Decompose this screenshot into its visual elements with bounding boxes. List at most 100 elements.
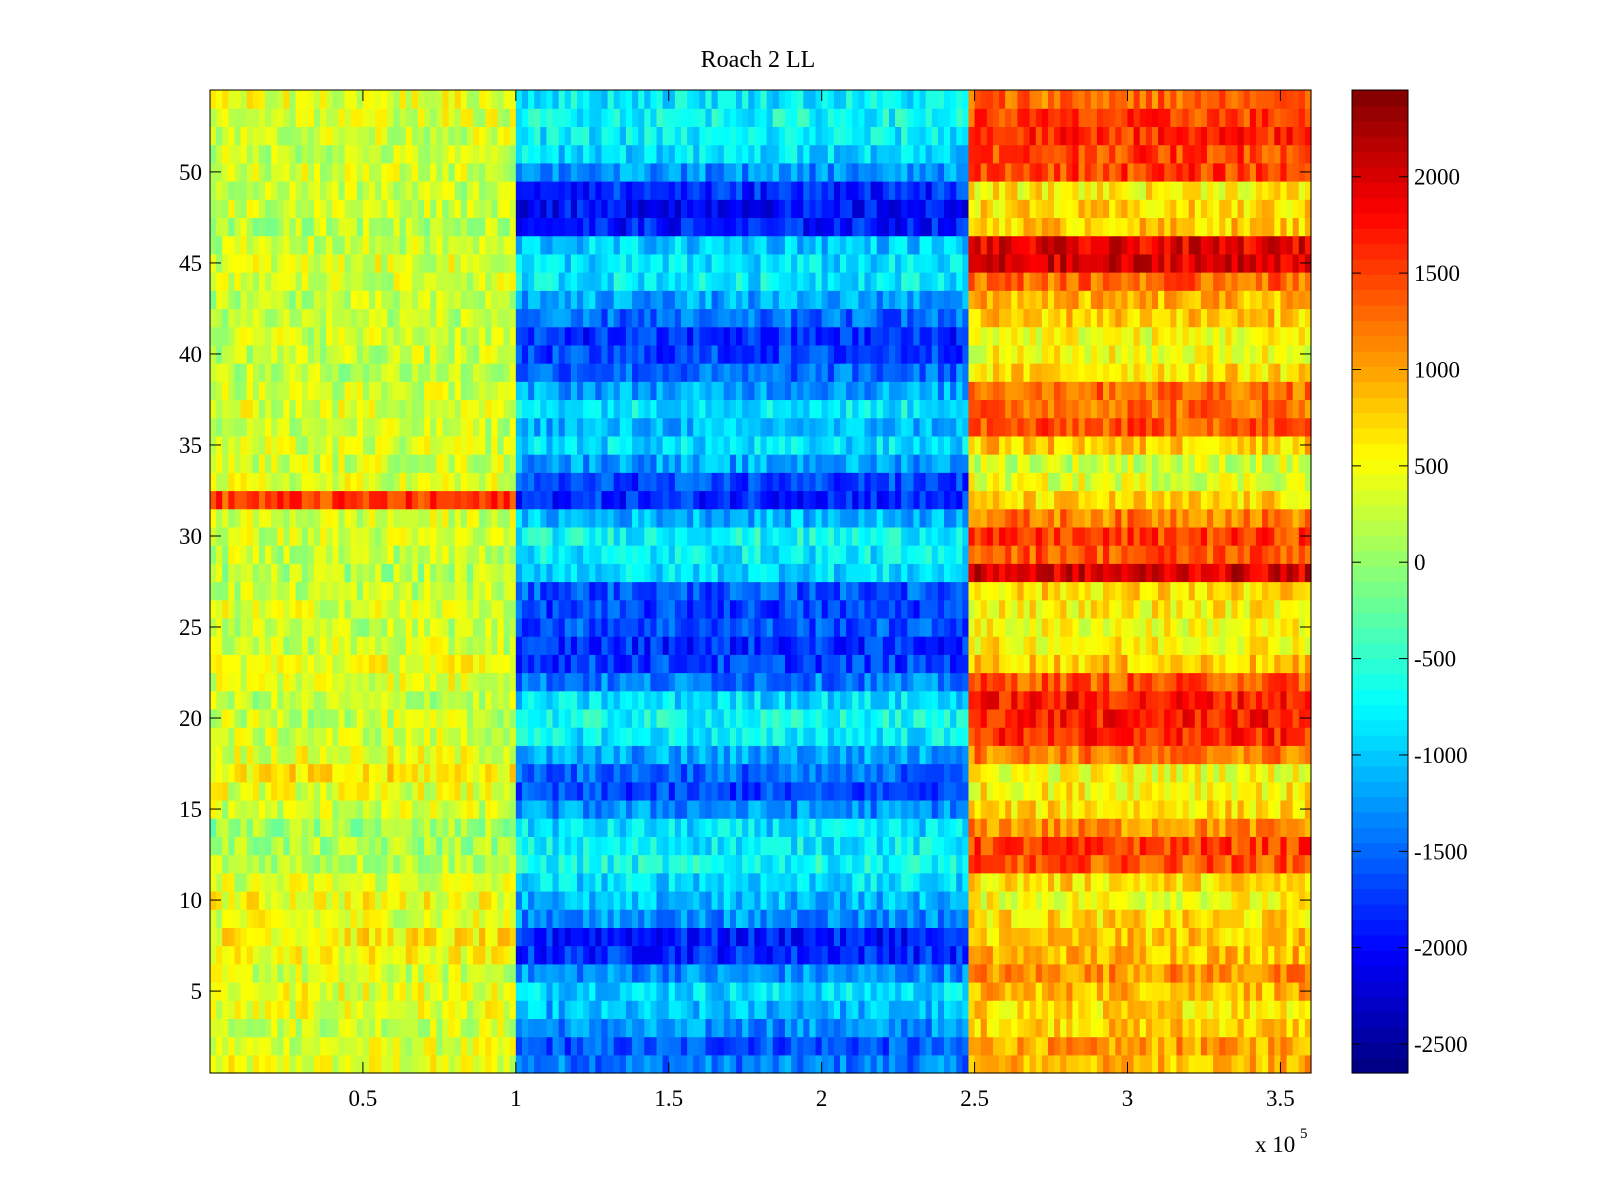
heatmap-row-26: [210, 599, 1312, 619]
heatmap-cell: [809, 690, 817, 710]
heatmap-cell: [1188, 963, 1196, 983]
heatmap-cell: [375, 854, 382, 874]
heatmap-cell: [1231, 909, 1239, 928]
heatmap-cell: [326, 890, 333, 910]
heatmap-cell: [1047, 909, 1055, 928]
heatmap-cell: [815, 872, 823, 892]
heatmap-cell: [705, 763, 713, 783]
heatmap-cell: [1084, 763, 1092, 783]
heatmap-cell: [222, 636, 229, 655]
heatmap-cell: [766, 599, 774, 619]
heatmap-cell: [301, 963, 309, 983]
heatmap-cell: [858, 1000, 866, 1019]
heatmap-cell: [956, 1018, 963, 1038]
heatmap-cell: [968, 890, 976, 910]
heatmap-cell: [956, 963, 963, 983]
heatmap-cell: [295, 854, 303, 874]
heatmap-cell: [411, 1036, 419, 1056]
heatmap-cell: [436, 672, 444, 692]
heatmap-cell: [791, 636, 798, 655]
heatmap-cell: [711, 636, 719, 655]
heatmap-cell: [595, 927, 603, 947]
heatmap-cell: [1066, 799, 1074, 819]
heatmap-cell: [332, 890, 340, 910]
heatmap-row-24: [210, 636, 1312, 655]
heatmap-cell: [613, 854, 621, 874]
heatmap-cell: [864, 836, 872, 856]
heatmap-cell: [919, 963, 927, 983]
heatmap-cell: [277, 599, 284, 619]
heatmap-cell: [784, 617, 792, 637]
heatmap-cell: [228, 945, 236, 965]
heatmap-cell: [736, 563, 743, 583]
heatmap-cell: [705, 727, 713, 746]
heatmap-cell: [760, 708, 768, 728]
heatmap-cell: [638, 581, 645, 601]
heatmap-cell: [1255, 836, 1263, 856]
heatmap-cell: [723, 818, 731, 837]
heatmap-cell: [1188, 854, 1196, 874]
heatmap-cell: [846, 654, 853, 674]
heatmap-cell: [736, 599, 743, 619]
heatmap-cell: [778, 909, 786, 928]
heatmap-cell: [1213, 654, 1220, 674]
heatmap-cell: [252, 1018, 260, 1038]
heatmap-cell: [521, 599, 529, 619]
heatmap-cell: [772, 890, 780, 910]
heatmap-cell: [791, 563, 798, 583]
heatmap-cell: [650, 909, 658, 928]
heatmap-cell: [424, 1000, 431, 1019]
heatmap-cell: [375, 836, 382, 856]
heatmap-cell: [766, 727, 774, 746]
heatmap-cell: [852, 708, 859, 728]
heatmap-cell: [1151, 818, 1159, 837]
heatmap-cell: [1121, 727, 1129, 746]
heatmap-cell: [350, 1054, 358, 1074]
heatmap-cell: [1041, 854, 1049, 874]
heatmap-cell: [362, 909, 370, 928]
heatmap-cell: [803, 1054, 811, 1074]
heatmap-cell: [888, 581, 896, 601]
heatmap-cell: [405, 890, 413, 910]
heatmap-cell: [729, 763, 737, 783]
heatmap-cell: [1121, 599, 1129, 619]
heatmap-cell: [1200, 690, 1208, 710]
heatmap-cell: [772, 1000, 780, 1019]
heatmap-cell: [338, 654, 346, 674]
heatmap-cell: [680, 727, 688, 746]
heatmap-cell: [216, 1036, 223, 1056]
heatmap-cell: [999, 836, 1006, 856]
heatmap-cell: [674, 763, 682, 783]
heatmap-cell: [1060, 945, 1067, 965]
heatmap-cell: [729, 581, 737, 601]
heatmap-cell: [301, 581, 309, 601]
heatmap-cell: [833, 672, 841, 692]
heatmap-cell: [265, 981, 272, 1001]
heatmap-cell: [1023, 763, 1031, 783]
heatmap-cell: [583, 927, 590, 947]
heatmap-cell: [564, 708, 572, 728]
heatmap-cell: [827, 781, 835, 801]
heatmap-cell: [1145, 672, 1153, 692]
heatmap-cell: [907, 781, 915, 801]
heatmap-cell: [992, 963, 1000, 983]
heatmap-cell: [1176, 981, 1184, 1001]
heatmap-cell: [503, 909, 511, 928]
heatmap-cell: [1200, 981, 1208, 1001]
heatmap-cell: [1084, 818, 1092, 837]
heatmap-cell: [344, 909, 352, 928]
heatmap-cell: [827, 654, 835, 674]
heatmap-cell: [295, 799, 303, 819]
heatmap-cell: [1255, 872, 1263, 892]
heatmap-cell: [528, 1054, 535, 1074]
heatmap-cell: [974, 1036, 982, 1056]
heatmap-cell: [1060, 799, 1067, 819]
heatmap-cell: [815, 763, 823, 783]
heatmap-cell: [405, 909, 413, 928]
heatmap-cell: [607, 909, 615, 928]
heatmap-cell: [381, 799, 388, 819]
heatmap-cell: [723, 672, 731, 692]
heatmap-cell: [1255, 927, 1263, 947]
heatmap-cell: [870, 599, 878, 619]
heatmap-cell: [509, 909, 517, 928]
